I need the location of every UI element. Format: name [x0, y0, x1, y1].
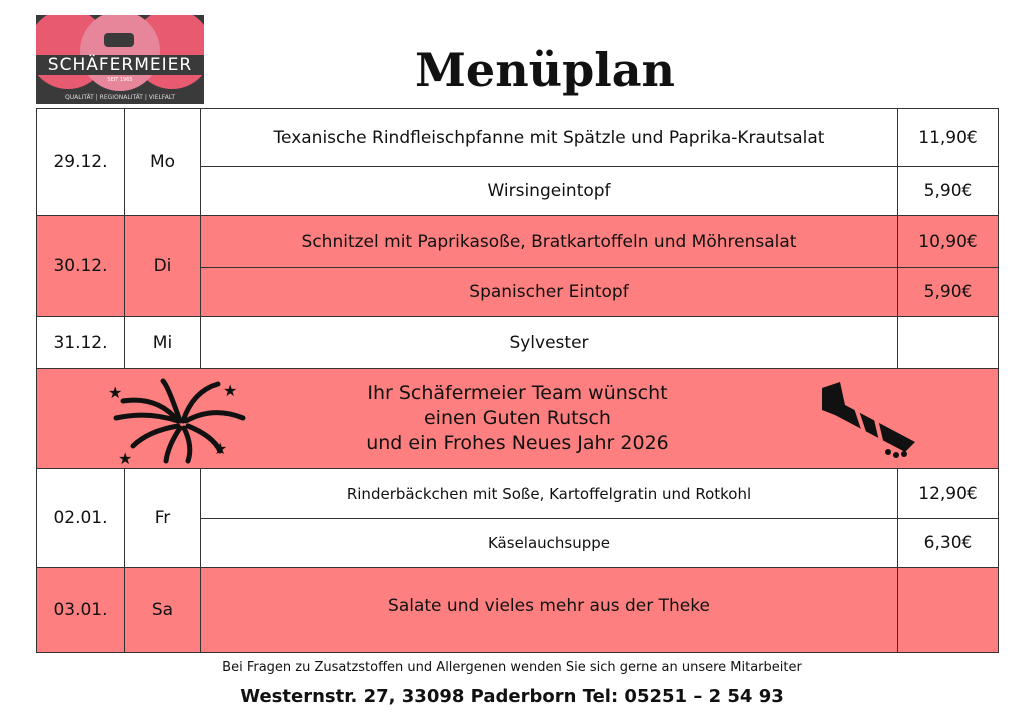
dish-cell: Salate und vieles mehr aus der Theke: [200, 567, 898, 653]
day-cell: Mo: [124, 108, 201, 216]
day-cell: Sa: [124, 567, 201, 653]
dish-cell: Spanischer Eintopf: [200, 267, 898, 317]
allergen-note: Bei Fragen zu Zusatzstoffen und Allergen…: [222, 660, 802, 675]
fireworks-icon: ★ ★ ★ ★: [108, 378, 246, 466]
logo-tagline: QUALITÄT | REGIONALITÄT | VIELFALT: [64, 94, 175, 101]
date-cell: 03.01.: [36, 567, 125, 653]
banner-line-1: Ihr Schäfermeier Team wünscht: [367, 382, 668, 404]
price-cell: 10,90€: [897, 215, 999, 268]
logo-brand: SCHÄFERMEIER: [36, 55, 204, 75]
date-cell: 30.12.: [36, 215, 125, 317]
logo: SCHÄFERMEIER SEIT 1965 QUALITÄT | REGION…: [36, 15, 204, 104]
price-cell: 11,90€: [897, 108, 999, 167]
date-cell: 31.12.: [36, 316, 125, 369]
banner-line-3: und ein Frohes Neues Jahr 2026: [366, 432, 669, 454]
logo-since: SEIT 1965: [107, 77, 133, 83]
svg-text:★: ★: [108, 383, 122, 402]
price-cell: 5,90€: [897, 166, 999, 216]
day-cell: Fr: [124, 468, 201, 568]
svg-text:★: ★: [213, 439, 227, 458]
day-cell: Di: [124, 215, 201, 317]
date-cell: 02.01.: [36, 468, 125, 568]
svg-text:★: ★: [118, 449, 132, 466]
dish-cell: Rinderbäckchen mit Soße, Kartoffelgratin…: [200, 468, 898, 519]
date-cell: 29.12.: [36, 108, 125, 216]
price-cell: [897, 567, 999, 653]
price-cell: 12,90€: [897, 468, 999, 519]
dish-cell: Käselauchsuppe: [200, 518, 898, 568]
dish-cell: Texanische Rindfleischpfanne mit Spätzle…: [200, 108, 898, 167]
dish-cell: Wirsingeintopf: [200, 166, 898, 216]
price-cell: 5,90€: [897, 267, 999, 317]
page-title: Menüplan: [415, 43, 675, 97]
day-cell: Mi: [124, 316, 201, 369]
svg-text:★: ★: [223, 381, 237, 400]
price-cell: [897, 316, 999, 369]
dish-cell: Schnitzel mit Paprikasoße, Bratkartoffel…: [200, 215, 898, 268]
rocket-icon: [822, 382, 915, 458]
dish-cell: Sylvester: [200, 316, 898, 369]
price-cell: 6,30€: [897, 518, 999, 568]
address: Westernstr. 27, 33098 Paderborn Tel: 052…: [240, 686, 784, 707]
cow-icon: [104, 33, 134, 47]
banner-line-2: einen Guten Rutsch: [423, 407, 611, 429]
